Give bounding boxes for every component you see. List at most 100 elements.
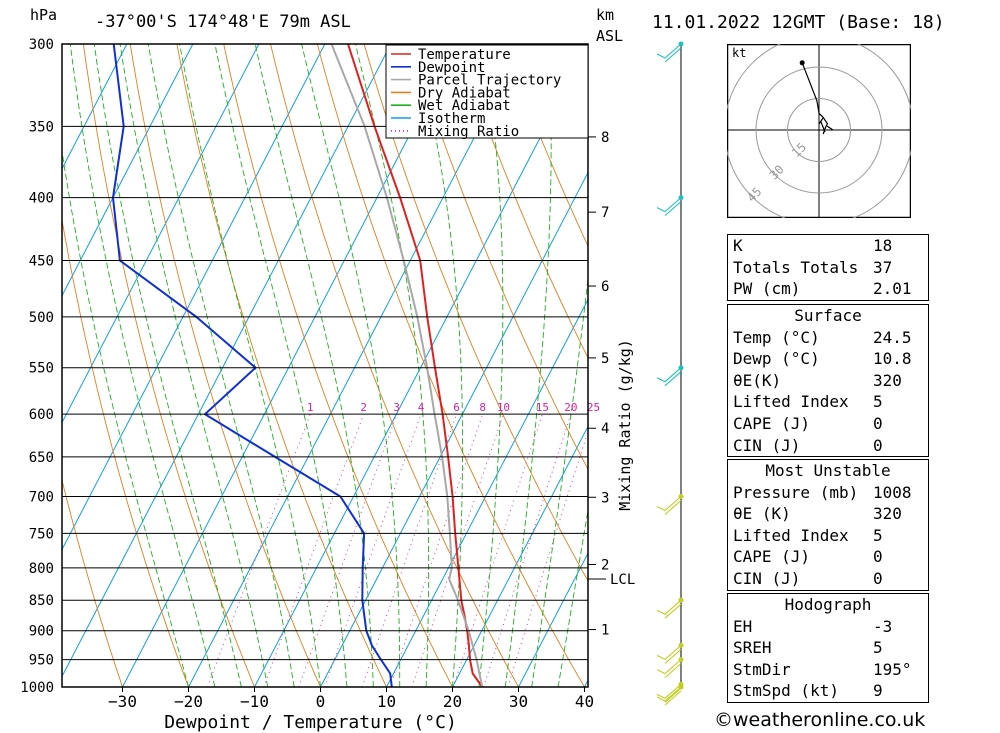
mu-label: Pressure (mb)	[733, 482, 859, 502]
index-row: PW (cm) 2.01	[728, 278, 928, 300]
dry-adiabat-line	[270, 44, 519, 687]
temperature-tick-label: 40	[575, 692, 594, 711]
km-tick-label: 1	[601, 623, 609, 639]
pressure-tick-label: 300	[29, 37, 54, 53]
mu-value: 0	[873, 568, 883, 588]
hodo-row: SREH 5	[728, 637, 928, 659]
mixing-ratio-line	[263, 414, 365, 687]
dry-adiabat-line	[62, 217, 189, 687]
isotherm-line	[62, 44, 194, 297]
hodo-value: 195°	[873, 659, 912, 679]
lcl-label: LCL	[610, 572, 635, 588]
surface-value: 0	[873, 413, 883, 433]
hodograph-top-point	[799, 60, 805, 66]
footer-credit[interactable]: ©weatheronline.co.uk	[714, 709, 926, 731]
isotherm-line	[518, 552, 588, 687]
wind-barb	[656, 686, 682, 706]
mixing-ratio-label: 10	[497, 401, 510, 414]
isotherm-line	[254, 44, 588, 687]
hodograph-ring	[755, 66, 883, 194]
hodograph-trace	[801, 62, 829, 135]
surface-value: 24.5	[873, 327, 912, 347]
surface-label: Dewp (°C)	[733, 349, 820, 369]
legend-item: Parcel Trajectory	[418, 73, 561, 89]
wet-adiabat-line	[214, 44, 348, 687]
mu-value: 1008	[873, 482, 912, 502]
pressure-tick-label: 500	[29, 310, 54, 326]
surface-value: 5	[873, 392, 883, 412]
isotherm-line	[62, 44, 128, 170]
hodo-value: 9	[873, 681, 883, 701]
dry-adiabat-line	[176, 44, 387, 687]
temperature-tick-label: 10	[377, 692, 396, 711]
surface-label: θE(K)	[733, 370, 782, 390]
pressure-tick-label: 950	[29, 653, 54, 669]
legend-item: Dewpoint	[418, 60, 485, 76]
hodo-row: EH -3	[728, 616, 928, 638]
pressure-tick-label: 400	[29, 191, 54, 207]
mixing-ratio-label: 15	[536, 401, 549, 414]
pressure-tick-label: 550	[29, 361, 54, 377]
wet-adiabat-line	[62, 148, 189, 687]
pressure-tick-label: 800	[29, 561, 54, 577]
pressure-unit-label: hPa	[30, 6, 58, 24]
index-value: 18	[873, 236, 893, 255]
mixing-ratio-label: 3	[393, 401, 400, 414]
pressure-tick-label: 350	[29, 119, 54, 135]
mixing-ratio-label: 1	[307, 401, 314, 414]
wet-adiabat-line	[504, 44, 552, 687]
surface-label: CAPE (J)	[733, 413, 811, 433]
surface-row: θE(K) 320	[728, 370, 928, 392]
hodograph-unit-label: kt	[732, 46, 746, 60]
hodo-value: 5	[873, 638, 883, 658]
temperature-tick-label: 20	[443, 692, 462, 711]
index-row: Totals Totals 37	[728, 257, 928, 279]
isotherm-line	[62, 44, 392, 678]
temperature-tick-label: 30	[509, 692, 528, 711]
pressure-tick-label: 650	[29, 450, 54, 466]
wet-adiabat-line	[93, 44, 242, 687]
temperature-tick-label: −10	[240, 692, 269, 711]
surface-row: Temp (°C) 24.5	[728, 327, 928, 349]
wind-barb	[656, 683, 682, 703]
mu-value: 0	[873, 547, 883, 567]
surface-table: Surface Temp (°C) 24.5 Dewp (°C) 10.8 θE(K…	[727, 304, 929, 458]
surface-row: Dewp (°C) 10.8	[728, 348, 928, 370]
temperature-tick-label: −30	[108, 692, 137, 711]
mixing-ratio-line	[206, 414, 311, 687]
mu-row: CAPE (J) 0	[728, 546, 928, 568]
hodograph-ring	[787, 98, 851, 162]
index-value: 37	[873, 257, 893, 277]
wind-barb	[656, 197, 682, 217]
wet-adiabat-line	[478, 44, 504, 687]
hodograph-table: Hodograph EH -3 SREH 5 StmDir 195° StmSpd (…	[727, 593, 929, 703]
index-label: K	[733, 236, 743, 255]
surface-value: 0	[873, 435, 883, 455]
km-tick-label: 6	[601, 279, 609, 295]
km-tick-label: 4	[601, 421, 609, 437]
surface-label: CIN (J)	[733, 435, 801, 455]
asl-label: ASL	[596, 27, 624, 45]
dry-adiabat-line	[129, 44, 321, 687]
mixing-ratio-label: 4	[418, 401, 425, 414]
mixing-ratio-label: 2	[360, 401, 367, 414]
mu-row: CIN (J) 0	[728, 568, 928, 590]
mu-row: θE (K) 320	[728, 503, 928, 525]
dry-adiabat-line	[683, 26, 700, 687]
dry-adiabat-line	[457, 44, 588, 359]
mu-value: 5	[873, 525, 883, 545]
mixing-ratio-axis-label: Mixing Ratio (g/kg)	[616, 339, 634, 511]
isotherm-line	[651, 44, 701, 687]
hodo-label: StmSpd (kt)	[733, 681, 839, 701]
pressure-tick-label: 450	[29, 254, 54, 270]
dry-adiabat-line	[363, 44, 588, 582]
indices-table: K 18 Totals Totals 37 PW (cm) 2.01	[727, 234, 929, 301]
pressure-tick-label: 700	[29, 490, 54, 506]
pressure-tick-label: 850	[29, 593, 54, 609]
temperature-tick-label: 0	[316, 692, 326, 711]
plot-frame	[61, 43, 589, 688]
mu-row: Pressure (mb) 1008	[728, 482, 928, 504]
wind-barb	[656, 43, 682, 63]
wet-adiabat-line	[416, 44, 464, 687]
isotherm-line	[452, 425, 588, 687]
